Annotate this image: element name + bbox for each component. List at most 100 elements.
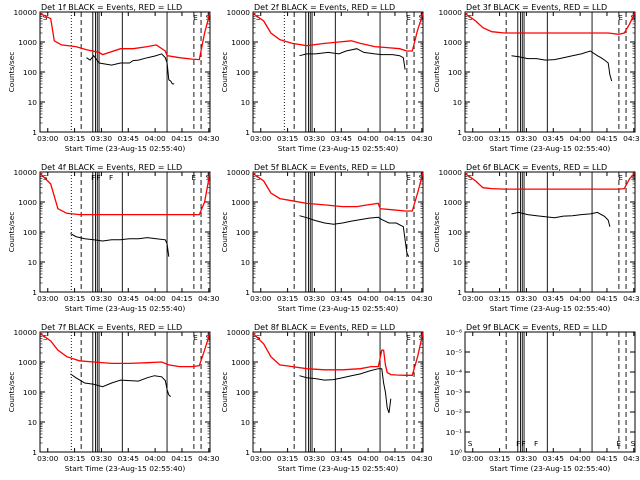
y-axis-label: Counts/sec bbox=[7, 372, 16, 413]
y-tick-label: 10000 bbox=[226, 8, 250, 17]
x-tick-label: 04:00 bbox=[144, 454, 166, 463]
panel-title: Det 3f BLACK = Events, RED = LLD bbox=[466, 3, 607, 12]
x-tick-label: 03:15 bbox=[489, 454, 511, 463]
x-tick-label: 03:15 bbox=[489, 294, 511, 303]
mode-label: S bbox=[631, 173, 636, 182]
chart-panel: Det 2f BLACK = Events, RED = LLD Counts/s… bbox=[220, 3, 433, 153]
y-tick-label: 1 bbox=[457, 128, 462, 137]
mode-label: E bbox=[193, 13, 198, 22]
series-line-lld bbox=[252, 332, 424, 376]
series-line-lld bbox=[39, 12, 211, 61]
plot-frame bbox=[252, 331, 424, 453]
x-tick-label: 04:30 bbox=[411, 294, 433, 303]
plot-frame bbox=[39, 171, 211, 293]
panel-title: Det 7f BLACK = Events, RED = LLD bbox=[41, 323, 182, 332]
mode-label: E bbox=[616, 439, 621, 448]
y-tick-label: 10000 bbox=[226, 168, 250, 177]
x-axis-label: Start Time (23-Aug-15 02:55:40) bbox=[65, 304, 186, 313]
x-tick-label: 03:00 bbox=[462, 294, 484, 303]
series-line-lld bbox=[39, 332, 211, 368]
plot-frame bbox=[39, 331, 211, 453]
x-tick-label: 04:30 bbox=[198, 454, 220, 463]
x-tick-label: 04:00 bbox=[357, 134, 379, 143]
x-axis-label: Start Time (23-Aug-15 02:55:40) bbox=[490, 304, 611, 313]
x-tick-label: 03:45 bbox=[118, 134, 140, 143]
y-axis-label: Counts/sec bbox=[220, 372, 229, 413]
x-tick-label: 03:45 bbox=[118, 454, 140, 463]
y-tick-label: 10 bbox=[28, 418, 38, 427]
x-tick-label: 04:00 bbox=[144, 134, 166, 143]
mode-label: E bbox=[406, 333, 411, 342]
mode-label: E bbox=[193, 333, 198, 342]
mode-label: E bbox=[618, 13, 623, 22]
y-axis-label: Counts/sec bbox=[7, 212, 16, 253]
x-tick-label: 03:15 bbox=[489, 134, 511, 143]
panel-title: Det 6f BLACK = Events, RED = LLD bbox=[466, 163, 607, 172]
x-tick-label: 03:45 bbox=[331, 134, 353, 143]
y-tick-label: 10 bbox=[28, 258, 38, 267]
y-tick-label: 100 bbox=[23, 228, 37, 237]
y-tick-label: 10⁻² bbox=[446, 408, 462, 417]
series-line-events bbox=[299, 368, 392, 414]
y-tick-label: 100 bbox=[448, 68, 462, 77]
plot-frame bbox=[252, 11, 424, 133]
mode-label: S bbox=[419, 333, 424, 342]
y-axis-label: Counts/sec bbox=[7, 52, 16, 93]
x-axis-label: Start Time (23-Aug-15 02:55:40) bbox=[278, 144, 399, 153]
series-line-lld bbox=[252, 172, 424, 212]
series-line-events bbox=[70, 373, 171, 397]
y-tick-label: 10000 bbox=[13, 328, 37, 337]
y-axis-label: Counts/sec bbox=[432, 52, 441, 93]
series-line-lld bbox=[464, 12, 636, 35]
mode-label: F bbox=[91, 173, 95, 182]
y-axis-label: Counts/sec bbox=[432, 372, 441, 413]
y-tick-label: 1000 bbox=[18, 38, 37, 47]
series-line-lld bbox=[39, 172, 211, 216]
mode-label: S bbox=[206, 173, 211, 182]
x-tick-label: 04:15 bbox=[171, 294, 193, 303]
y-tick-label: 1 bbox=[245, 448, 250, 457]
chart-panel: Det 1f BLACK = Events, RED = LLD Counts/s… bbox=[7, 3, 220, 153]
panel-title: Det 9f BLACK = Events, RED = LLD bbox=[466, 323, 607, 332]
y-tick-label: 1 bbox=[245, 288, 250, 297]
y-tick-label: 1000 bbox=[231, 358, 250, 367]
plot-frame bbox=[464, 171, 636, 293]
x-tick-label: 04:00 bbox=[144, 294, 166, 303]
chart-panel: Det 7f BLACK = Events, RED = LLD Counts/s… bbox=[7, 323, 220, 473]
y-tick-label: 100 bbox=[448, 228, 462, 237]
panel-title: Det 8f BLACK = Events, RED = LLD bbox=[254, 323, 395, 332]
x-tick-label: 04:30 bbox=[198, 294, 220, 303]
x-axis-label: Start Time (23-Aug-15 02:55:40) bbox=[278, 304, 399, 313]
x-tick-label: 03:30 bbox=[91, 134, 113, 143]
mode-label: S bbox=[468, 439, 473, 448]
y-tick-label: 1 bbox=[245, 128, 250, 137]
x-tick-label: 03:45 bbox=[331, 454, 353, 463]
x-tick-label: 03:15 bbox=[277, 454, 299, 463]
x-tick-label: 03:30 bbox=[304, 294, 326, 303]
x-tick-label: 04:00 bbox=[569, 294, 591, 303]
x-tick-label: 04:00 bbox=[357, 294, 379, 303]
x-tick-label: 03:00 bbox=[462, 134, 484, 143]
panel-title: Det 2f BLACK = Events, RED = LLD bbox=[254, 3, 395, 12]
x-tick-label: 04:00 bbox=[569, 134, 591, 143]
y-tick-label: 1 bbox=[457, 288, 462, 297]
y-tick-label: 10000 bbox=[13, 168, 37, 177]
x-tick-label: 04:30 bbox=[198, 134, 220, 143]
y-tick-label: 100 bbox=[236, 388, 250, 397]
y-tick-label: 1000 bbox=[231, 38, 250, 47]
x-tick-label: 04:15 bbox=[596, 134, 618, 143]
chart-panel: Det 4f BLACK = Events, RED = LLD Counts/s… bbox=[7, 163, 220, 313]
x-tick-label: 03:30 bbox=[91, 454, 113, 463]
x-tick-label: 03:00 bbox=[37, 454, 59, 463]
y-axis-label: Counts/sec bbox=[220, 212, 229, 253]
x-tick-label: 03:45 bbox=[331, 294, 353, 303]
mode-label: F bbox=[96, 173, 100, 182]
chart-panel: Det 8f BLACK = Events, RED = LLD Counts/s… bbox=[220, 323, 433, 473]
x-tick-label: 03:30 bbox=[516, 294, 538, 303]
x-tick-label: 03:30 bbox=[304, 454, 326, 463]
x-tick-label: 04:15 bbox=[171, 454, 193, 463]
mode-label: E bbox=[618, 173, 623, 182]
x-axis-label: Start Time (23-Aug-15 02:55:40) bbox=[278, 464, 399, 473]
y-tick-label: 10⁻⁵ bbox=[446, 348, 462, 357]
mode-label: S bbox=[631, 439, 636, 448]
